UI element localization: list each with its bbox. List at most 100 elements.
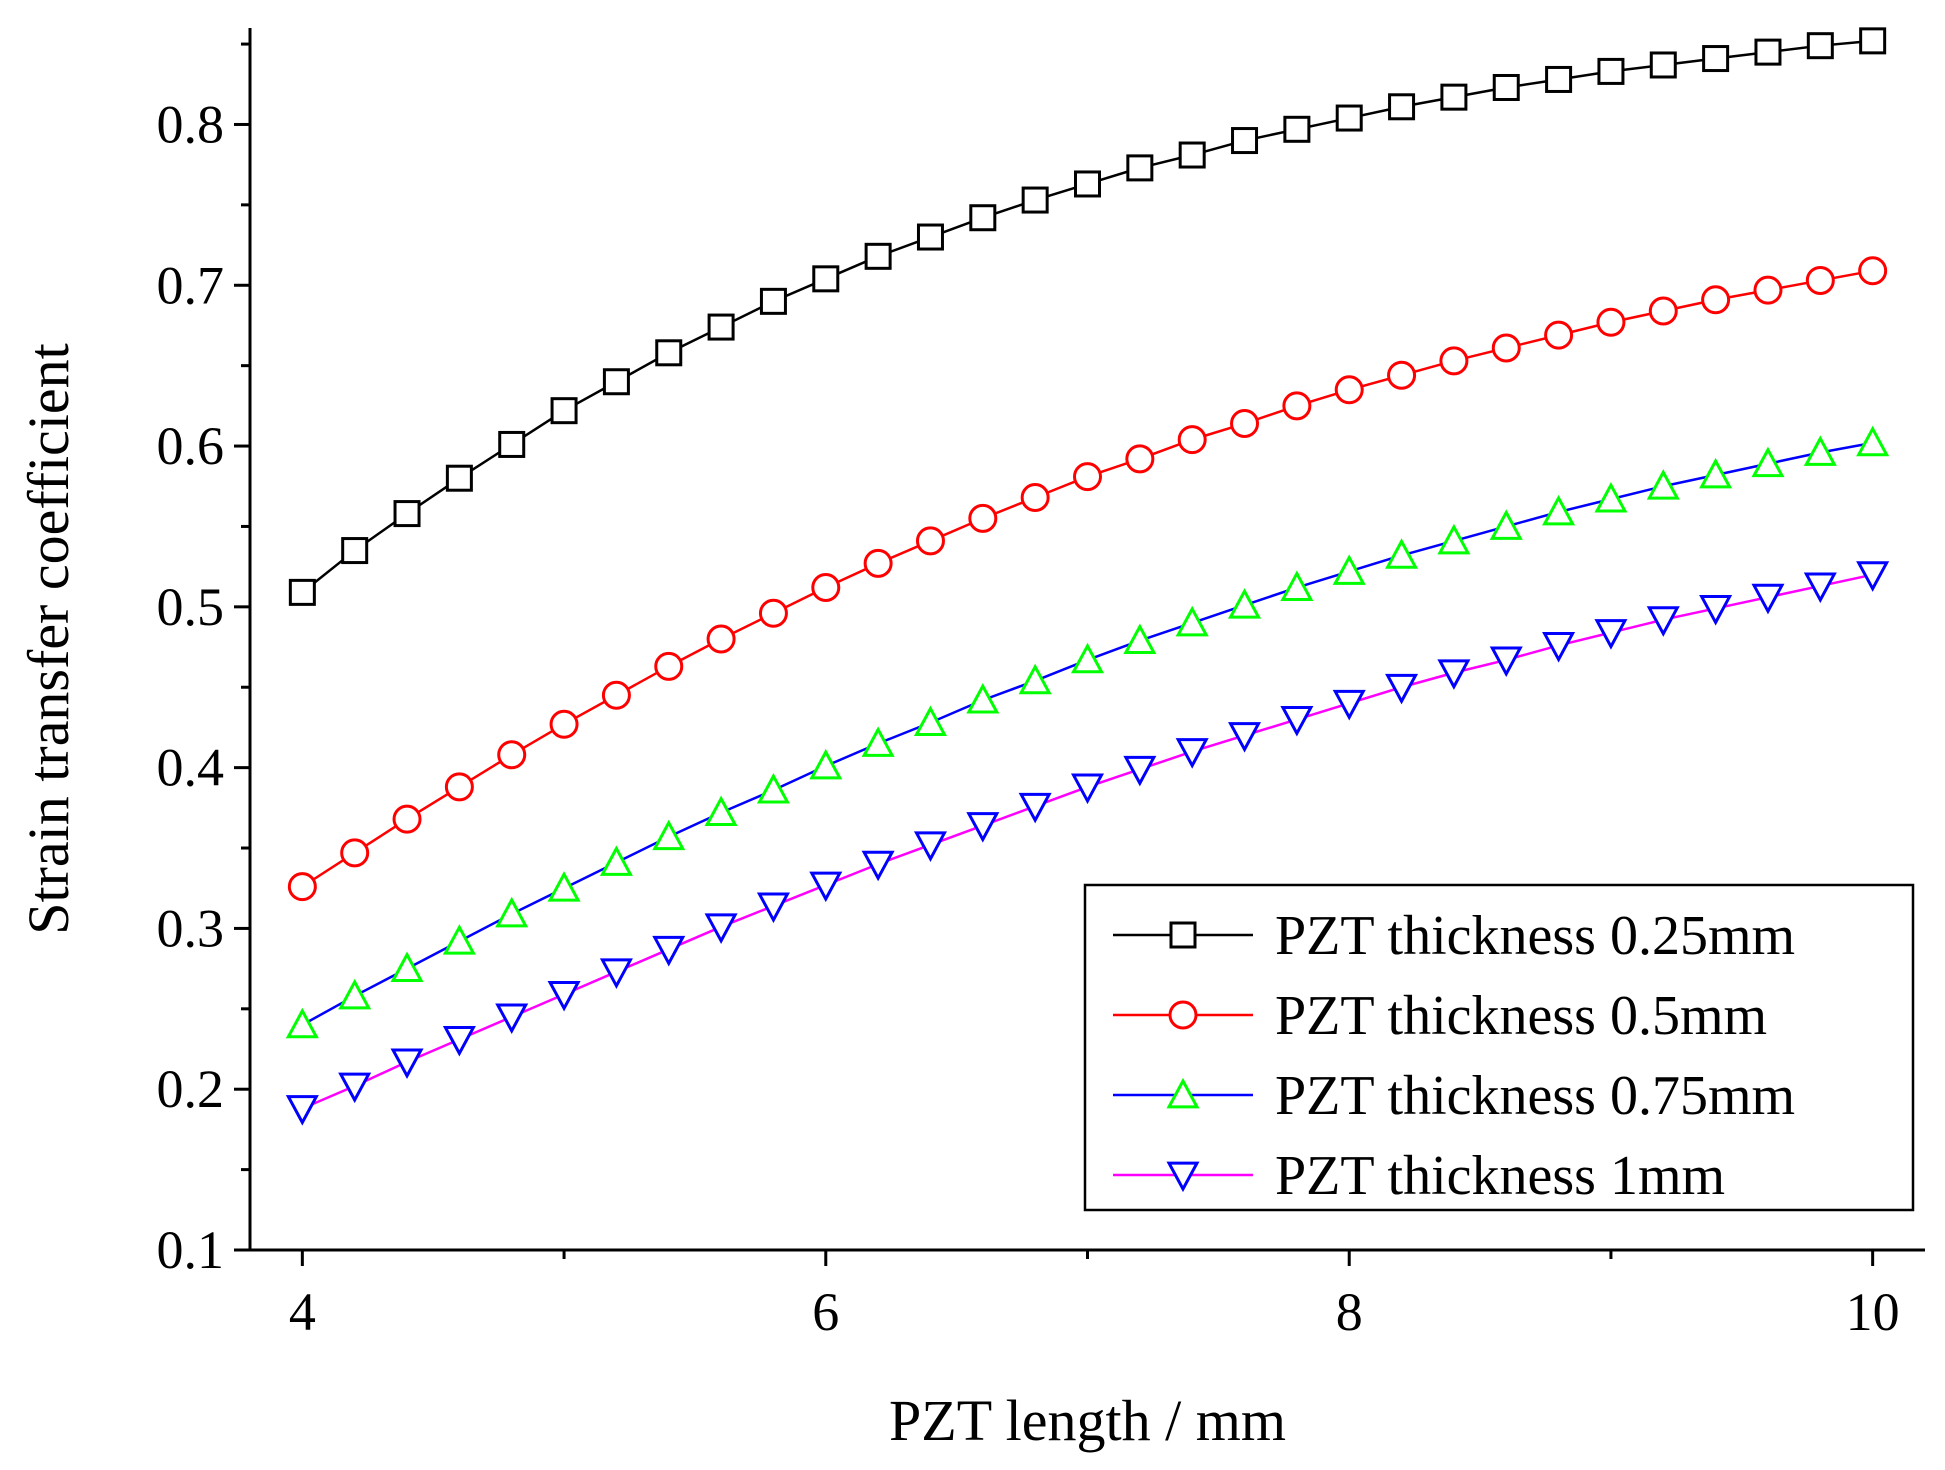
data-point: [1754, 38, 1782, 66]
data-point: [809, 748, 843, 780]
data-point: [1437, 523, 1471, 555]
data-point: [1283, 115, 1311, 143]
data-point: [1597, 57, 1625, 85]
data-point: [969, 204, 997, 232]
y-tick-label: 0.5: [157, 577, 225, 637]
data-point: [1702, 45, 1730, 73]
data-point: [601, 680, 631, 710]
data-point: [341, 537, 369, 565]
data-point: [445, 464, 473, 492]
data-point: [1020, 483, 1050, 513]
data-point: [599, 958, 633, 989]
data-point: [1542, 494, 1576, 526]
y-axis-title: Strain transfer coefficient: [16, 343, 81, 935]
data-point: [1751, 583, 1785, 615]
data-point: [1646, 469, 1680, 500]
data-point: [547, 980, 581, 1012]
legend-marker: [1168, 1000, 1198, 1030]
legend-marker: [1166, 1161, 1200, 1193]
legend-marker: [1169, 921, 1197, 949]
y-tick-label: 0.6: [157, 416, 225, 476]
data-point: [811, 573, 841, 603]
data-point: [1280, 705, 1314, 737]
data-point: [1231, 127, 1259, 155]
data-point: [704, 913, 738, 944]
legend-label: PZT thickness 0.5mm: [1275, 985, 1767, 1047]
data-point: [756, 772, 790, 804]
data-point: [915, 526, 945, 556]
data-point: [1805, 265, 1835, 295]
data-point: [1280, 570, 1314, 601]
data-point: [599, 845, 633, 876]
data-point: [1385, 673, 1419, 705]
data-point: [1018, 792, 1052, 824]
data-point: [390, 951, 424, 983]
data-point: [1177, 425, 1207, 455]
data-point: [1175, 738, 1209, 769]
data-point: [497, 740, 527, 770]
data-point: [1544, 320, 1574, 350]
data-point: [968, 503, 998, 533]
data-point: [1385, 538, 1419, 569]
data-point: [1125, 444, 1155, 474]
data-point: [1489, 509, 1523, 540]
data-point: [1070, 642, 1105, 674]
data-point: [495, 1003, 529, 1035]
y-tick-label: 0.8: [157, 94, 225, 154]
data-point: [812, 265, 840, 293]
data-point: [393, 500, 421, 528]
data-point: [758, 598, 788, 628]
data-point: [549, 709, 579, 739]
legend-marker: [1166, 1077, 1200, 1109]
data-point: [444, 772, 474, 802]
legend-item-2: PZT thickness 0.5mm: [1113, 985, 1767, 1047]
data-point: [1387, 360, 1417, 390]
data-point: [756, 892, 790, 924]
series-layer: [285, 27, 1890, 1126]
legend-box: [1083, 883, 1915, 1212]
data-point: [1649, 51, 1677, 79]
data-point: [1440, 83, 1468, 111]
data-point: [652, 935, 686, 967]
x-tick-label: 8: [1336, 1282, 1363, 1342]
data-point: [1596, 307, 1626, 337]
data-point: [1542, 632, 1576, 663]
data-point: [1228, 722, 1262, 753]
series-4: [285, 561, 1890, 1126]
data-point: [547, 871, 581, 902]
data-point: [966, 682, 1000, 714]
data-point: [1334, 375, 1364, 405]
data-point: [861, 850, 895, 882]
data-point: [1230, 409, 1260, 439]
data-point: [706, 624, 736, 654]
data-point: [707, 313, 735, 341]
data-point: [1492, 73, 1520, 101]
x-axis-title: PZT length / mm: [889, 1388, 1286, 1453]
data-point: [550, 397, 578, 425]
data-point: [1282, 391, 1312, 421]
data-point: [1491, 333, 1521, 363]
data-point: [1123, 755, 1157, 787]
data-point: [655, 339, 683, 367]
x-tick-label: 10: [1846, 1282, 1900, 1342]
data-point: [1699, 457, 1733, 489]
data-point: [1332, 554, 1366, 585]
data-point: [285, 1007, 319, 1039]
series-2: [287, 256, 1888, 902]
data-point: [1648, 296, 1678, 326]
data-point: [1018, 663, 1052, 695]
legend-item-4: PZT thickness 1mm: [1113, 1145, 1725, 1207]
data-point: [652, 819, 686, 851]
x-tick-label: 6: [812, 1282, 839, 1342]
legend-label: PZT thickness 1mm: [1275, 1145, 1725, 1207]
data-point: [1803, 572, 1837, 604]
data-point: [1228, 588, 1262, 619]
axes: 4 6 8 10 0.1 0.2 0.3 0.4 0.5 0.6 0.7 0.8: [157, 28, 1925, 1342]
data-point: [861, 726, 895, 757]
data-point: [1806, 32, 1834, 60]
data-point: [287, 872, 317, 902]
data-point: [1021, 186, 1049, 214]
data-point: [1178, 141, 1206, 169]
